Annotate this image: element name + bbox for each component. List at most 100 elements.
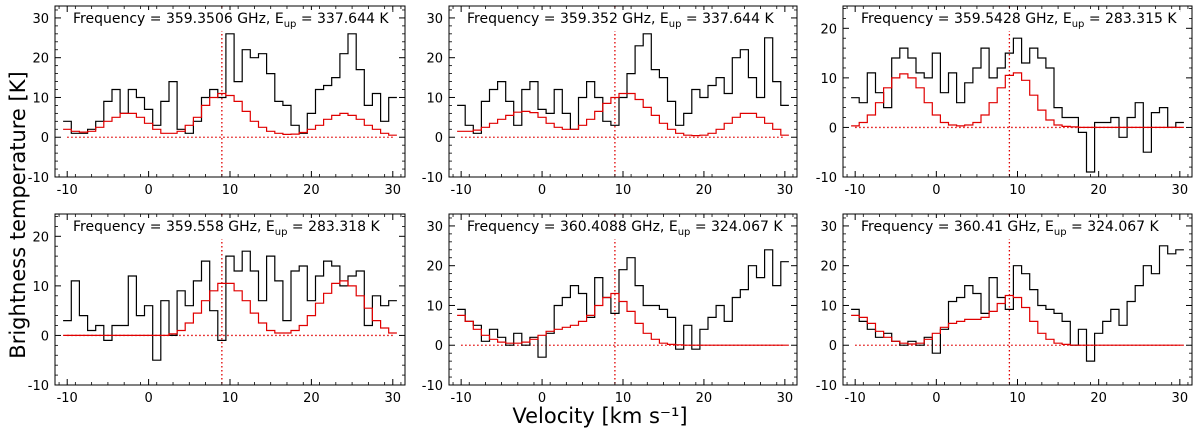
- observed-spectrum-line: [457, 249, 789, 358]
- y-tick-label: -10: [816, 379, 837, 394]
- spectrum-panel-2: -10 0 10 20 30 -10 0 10 20 30 Frequency = 359.352 …: [422, 5, 798, 198]
- axes-frame: [448, 213, 798, 386]
- y-tick-label: 10: [32, 91, 49, 106]
- y-tick-label: 20: [426, 260, 443, 275]
- panel-data: [457, 214, 789, 385]
- panel-title-background: [858, 10, 1181, 31]
- title-subscript: up: [275, 227, 288, 238]
- y-tick-label: 20: [32, 230, 49, 245]
- x-tick-label: 30: [385, 391, 402, 406]
- spectrum-panel-1: -10 0 10 20 30 -10 0 10 20 30 Frequency = 359.3506…: [28, 5, 406, 198]
- x-tick-label: 20: [1090, 183, 1107, 198]
- axes-frame: [54, 213, 406, 386]
- panel-data: [63, 6, 397, 177]
- y-tick-label: -10: [422, 171, 443, 186]
- y-tick-label: 30: [426, 220, 443, 235]
- x-tick-label: -10: [845, 391, 866, 406]
- axes-frame: [842, 213, 1193, 386]
- y-tick-label: 20: [820, 22, 837, 37]
- panel-title: Frequency = 359.3506 GHz, Eup = 337.644 …: [73, 11, 389, 30]
- x-tick-label: 10: [615, 183, 632, 198]
- y-tick-label: -10: [422, 379, 443, 394]
- model-spectrum-line: [457, 92, 789, 137]
- panel-data: [851, 6, 1184, 177]
- model-spectrum-line: [851, 294, 1184, 346]
- title-frequency: Frequency = 359.352 GHz, E: [467, 11, 669, 27]
- title-energy: = 324.067 K: [1067, 219, 1160, 235]
- panel-title: Frequency = 359.352 GHz, Eup = 337.644 K: [467, 11, 774, 30]
- panel-data: [851, 214, 1184, 385]
- x-tick-label: 0: [538, 391, 546, 406]
- x-axis-label: Velocity [km s⁻¹]: [512, 404, 687, 428]
- x-tick-label: 0: [932, 391, 940, 406]
- model-spectrum-line: [851, 72, 1184, 128]
- observed-spectrum-line: [457, 33, 789, 134]
- x-tick-label: 20: [303, 391, 320, 406]
- panel-data: [457, 6, 789, 177]
- axes-frame: [448, 5, 798, 178]
- axes-frame: [54, 5, 406, 178]
- panel-title-background: [70, 218, 384, 239]
- y-axis-label: Brightness temperature [K]: [6, 71, 30, 358]
- x-tick-label: 30: [385, 183, 402, 198]
- x-tick-label: 20: [696, 183, 713, 198]
- panel-title: Frequency = 360.41 GHz, Eup = 324.067 K: [861, 219, 1160, 238]
- x-tick-label: 30: [777, 391, 794, 406]
- y-tick-label: 0: [41, 131, 49, 146]
- y-tick-label: 30: [426, 12, 443, 27]
- x-tick-label: 10: [1009, 183, 1026, 198]
- y-tick-label: 10: [426, 91, 443, 106]
- y-tick-label: 30: [820, 220, 837, 235]
- title-energy: = 283.318 K: [287, 219, 380, 235]
- model-spectrum-line: [457, 292, 789, 346]
- title-subscript: up: [284, 19, 297, 30]
- x-tick-label: 0: [144, 391, 152, 406]
- y-tick-label: 20: [820, 260, 837, 275]
- title-subscript: up: [669, 19, 682, 30]
- x-tick-label: -10: [451, 391, 472, 406]
- x-tick-label: 0: [932, 183, 940, 198]
- x-tick-label: -10: [57, 391, 78, 406]
- panel-title-background: [464, 218, 787, 239]
- x-tick-label: 10: [222, 391, 239, 406]
- y-tick-label: 0: [829, 121, 837, 136]
- y-tick-label: 0: [435, 339, 443, 354]
- panel-data: [63, 214, 397, 385]
- y-tick-label: -10: [816, 171, 837, 186]
- y-tick-label: 10: [820, 72, 837, 87]
- observed-spectrum-line: [851, 245, 1184, 362]
- x-tick-label: 20: [696, 391, 713, 406]
- x-tick-label: 20: [1090, 391, 1107, 406]
- spectrum-panel-6: -10 0 10 20 30 -10 0 10 20 30 Frequency = 360.41 G…: [816, 213, 1193, 406]
- observed-spectrum-line: [63, 33, 397, 134]
- panel-title: Frequency = 360.4088 GHz, Eup = 324.067 …: [467, 219, 783, 238]
- x-tick-label: 20: [303, 183, 320, 198]
- y-tick-label: 0: [435, 131, 443, 146]
- spectrum-panel-5: -10 0 10 20 30 -10 0 10 20 30 Frequency = 360.4088…: [422, 213, 798, 406]
- panel-title-background: [70, 10, 393, 31]
- title-frequency: Frequency = 359.558 GHz, E: [73, 219, 275, 235]
- x-tick-label: 0: [144, 183, 152, 198]
- spectrum-panel-3: -10 0 10 20 30 -10 0 10 20 Frequency = 359.5428 G…: [816, 5, 1193, 198]
- observed-spectrum-line: [63, 250, 397, 361]
- y-tick-label: 10: [32, 280, 49, 295]
- title-energy: = 324.067 K: [690, 219, 783, 235]
- model-spectrum-line: [63, 92, 397, 136]
- title-frequency: Frequency = 360.4088 GHz, E: [467, 219, 678, 235]
- x-tick-label: 10: [1009, 391, 1026, 406]
- panel-title-background: [464, 10, 778, 31]
- y-tick-label: -10: [28, 171, 49, 186]
- x-tick-label: 30: [1172, 391, 1189, 406]
- x-tick-label: -10: [57, 183, 78, 198]
- y-tick-label: 10: [820, 299, 837, 314]
- y-tick-label: 20: [426, 52, 443, 67]
- x-tick-label: 10: [222, 183, 239, 198]
- y-tick-label: 0: [41, 329, 49, 344]
- title-energy: = 283.315 K: [1084, 11, 1177, 27]
- x-tick-label: -10: [451, 183, 472, 198]
- title-frequency: Frequency = 359.3506 GHz, E: [73, 11, 284, 27]
- axes-frame: [842, 5, 1193, 178]
- title-subscript: up: [1072, 19, 1085, 30]
- title-energy: = 337.644 K: [681, 11, 774, 27]
- y-tick-label: -10: [28, 379, 49, 394]
